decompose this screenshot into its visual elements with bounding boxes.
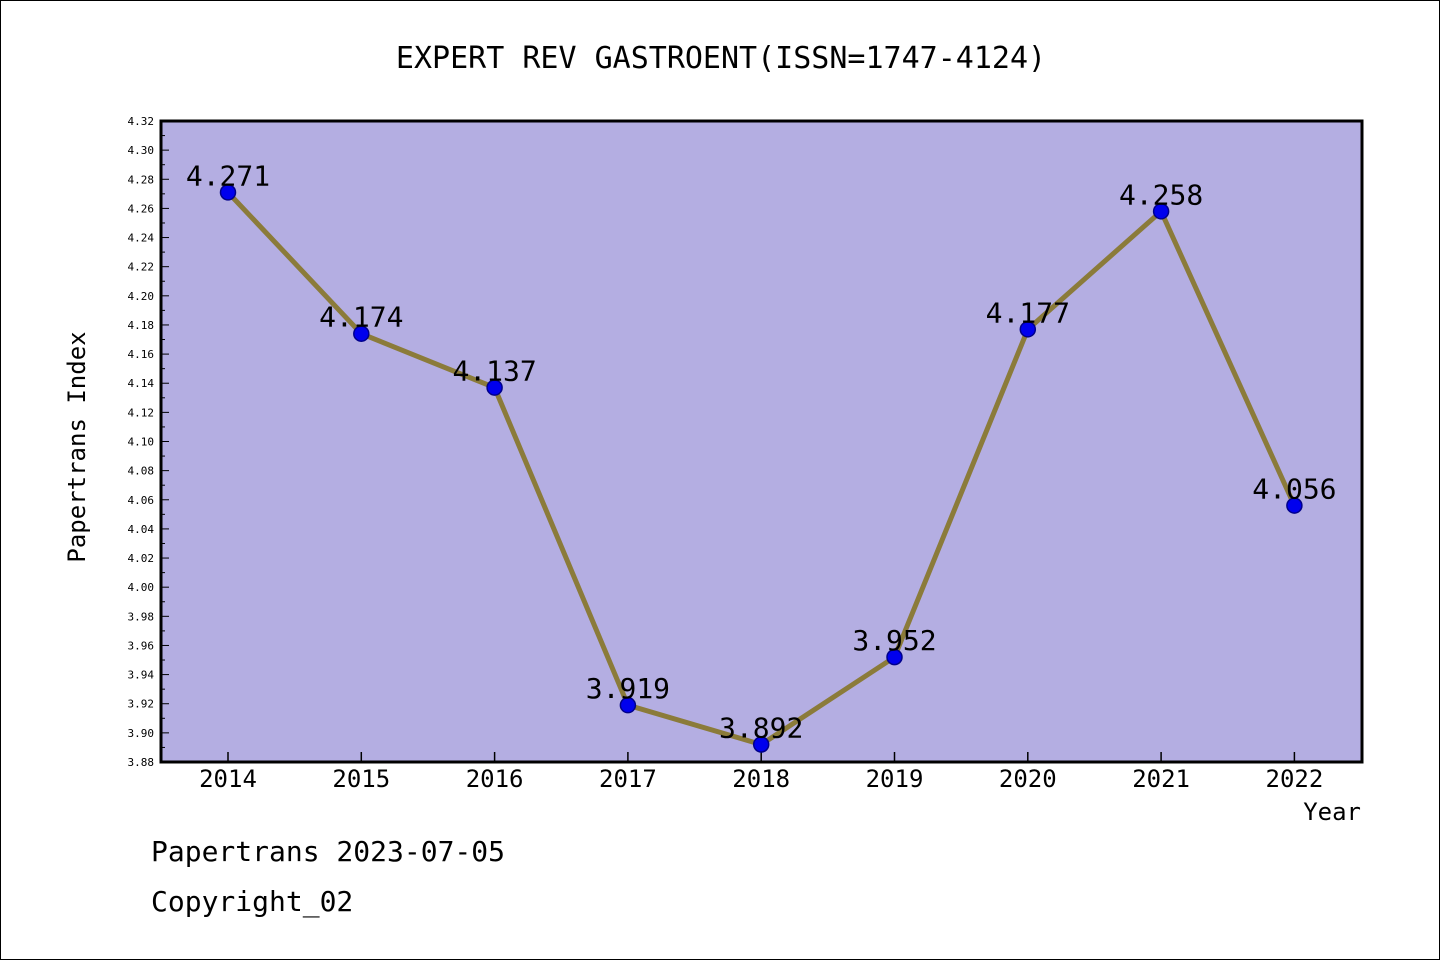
footer-copyright-text: Copyright_02 — [151, 885, 354, 918]
y-tick-label: 4.30 — [128, 144, 155, 157]
y-axis-label: Papertrans Index — [63, 331, 91, 562]
data-point — [886, 648, 903, 666]
x-tick-label: 2022 — [1266, 765, 1324, 793]
data-point — [353, 325, 370, 342]
data-label: 4.258 — [1119, 178, 1203, 211]
y-tick-label: 4.12 — [128, 406, 155, 419]
data-label: 4.177 — [986, 296, 1070, 329]
y-tick-label: 3.88 — [128, 756, 155, 769]
y-tick-label: 3.92 — [128, 698, 155, 711]
y-tick-label: 4.08 — [128, 465, 155, 478]
data-point — [1286, 497, 1303, 514]
data-label: 4.137 — [452, 355, 536, 388]
data-label: 4.271 — [186, 159, 270, 192]
plot-area — [159, 119, 1364, 764]
x-axis-label: Year — [1303, 798, 1361, 826]
y-tick-label: 4.28 — [128, 173, 155, 186]
data-point — [486, 379, 503, 396]
x-tick-label: 2018 — [732, 765, 790, 793]
y-tick-label: 3.96 — [128, 639, 155, 652]
x-tick-label: 2017 — [599, 765, 657, 793]
data-point — [619, 696, 637, 714]
y-tick-label: 4.04 — [128, 523, 155, 536]
y-tick-label: 4.22 — [128, 261, 155, 274]
y-axis: 3.88 3.90 3.92 3.94 3.96 3.98 4.00 4.02 4.04 4.06… — [128, 115, 169, 769]
y-tick-label: 4.32 — [128, 115, 155, 128]
y-tick-label: 3.98 — [128, 610, 155, 623]
data-labels: 4.271 4.174 4.137 3.919 3.892 3.952 4.177 4.258… — [186, 159, 1337, 744]
data-point — [219, 184, 237, 201]
data-label: 4.056 — [1252, 473, 1336, 506]
data-point — [752, 736, 770, 753]
y-tick-label: 4.20 — [128, 290, 155, 303]
y-tick-label: 4.16 — [128, 348, 155, 361]
x-tick-label: 2014 — [199, 765, 257, 793]
y-tick-label: 3.90 — [128, 727, 155, 740]
chart-title: EXPERT REV GASTROENT(ISSN=1747-4124) — [396, 41, 1046, 76]
x-tick-label: 2020 — [999, 765, 1057, 793]
y-tick-label: 4.00 — [128, 581, 155, 594]
y-tick-label: 4.14 — [128, 377, 155, 390]
data-point — [1152, 203, 1170, 220]
x-tick-label: 2015 — [332, 765, 390, 793]
y-tick-label: 3.94 — [128, 669, 155, 682]
footer-date-text: Papertrans 2023-07-05 — [151, 835, 506, 868]
x-tick-label: 2019 — [866, 765, 924, 793]
y-tick-label: 4.24 — [128, 232, 155, 245]
data-label: 3.919 — [586, 672, 670, 705]
x-tick-label: 2016 — [466, 765, 524, 793]
y-tick-label: 4.26 — [128, 202, 155, 215]
data-label: 4.174 — [319, 301, 403, 334]
y-tick-label: 4.02 — [128, 552, 155, 565]
data-label: 3.892 — [719, 712, 803, 745]
data-point — [1019, 321, 1037, 338]
y-tick-label: 4.06 — [128, 494, 155, 507]
data-label: 3.952 — [852, 624, 936, 657]
y-tick-label: 4.10 — [128, 436, 155, 449]
x-tick-label: 2021 — [1132, 765, 1190, 793]
y-tick-label: 4.18 — [128, 319, 155, 332]
x-axis: 2014 2015 2016 2017 2018 2019 2020 2021 2022 — [199, 752, 1323, 793]
data-points — [219, 184, 1303, 753]
